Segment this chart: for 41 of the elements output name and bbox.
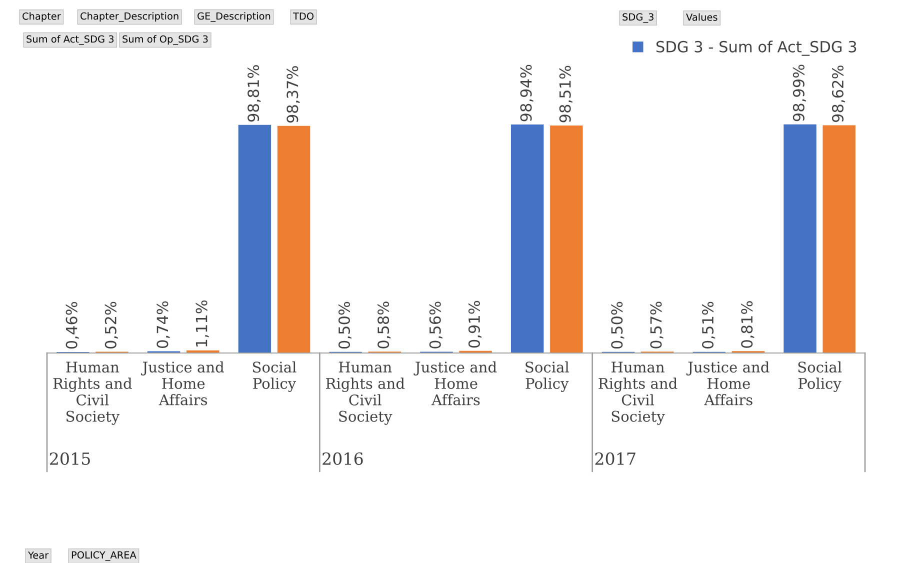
data-label: 0,52% (104, 302, 118, 349)
text: Sum of Act_SDG 3 (26, 35, 114, 45)
text: Values (686, 13, 718, 21)
data-label: 98,62% (832, 66, 846, 122)
text: 2017 (595, 452, 636, 465)
text: 2015 (50, 452, 90, 465)
text: Chapter (22, 12, 61, 22)
x-tick-label: Social Policy (526, 361, 569, 392)
x-tick-label: Justice and Home Affairs (141, 361, 224, 406)
x-tick-label: Human Rights and Civil Society (53, 362, 132, 425)
data-label: 1,11% (196, 300, 209, 346)
data-label: 0,81% (741, 301, 754, 348)
data-label: 0,56% (429, 302, 442, 348)
text: Sum of Op_SDG 3 (122, 35, 208, 45)
data-label: 0,50% (338, 302, 352, 349)
legend-label: SDG 3 - Sum of Act_SDG 3 (656, 40, 856, 56)
text: GE_Description (198, 12, 270, 22)
data-label: 98,51% (559, 66, 572, 122)
data-label: 0,51% (702, 302, 716, 349)
x-tick-label: Human Rights and Civil Society (326, 362, 405, 425)
data-label: 98,37% (286, 66, 300, 123)
text: TDO (292, 12, 314, 20)
data-label: 0,46% (66, 302, 79, 349)
x-tick-label: Social Policy (798, 361, 842, 392)
data-label: 0,74% (156, 301, 170, 348)
data-label: 0,58% (378, 302, 391, 348)
x-tick-label: Social Policy (252, 361, 296, 392)
data-label: 98,99% (792, 64, 806, 122)
text: 2016 (322, 452, 363, 465)
data-label: 0,91% (468, 300, 482, 348)
text: Chapter_Description (80, 12, 178, 22)
x-tick-label: Justice and Home Affairs (414, 361, 497, 406)
text: POLICY_AREA (72, 551, 136, 561)
data-label: 98,94% (520, 64, 534, 122)
x-tick-label: Justice and Home Affairs (686, 361, 770, 406)
text: Year (28, 552, 49, 559)
data-label: 0,57% (650, 302, 664, 348)
text: SDG_3 (622, 13, 654, 23)
data-label: 0,50% (611, 302, 624, 349)
x-tick-label: Human Rights and Civil Society (598, 362, 678, 425)
data-label: 98,81% (248, 65, 261, 122)
